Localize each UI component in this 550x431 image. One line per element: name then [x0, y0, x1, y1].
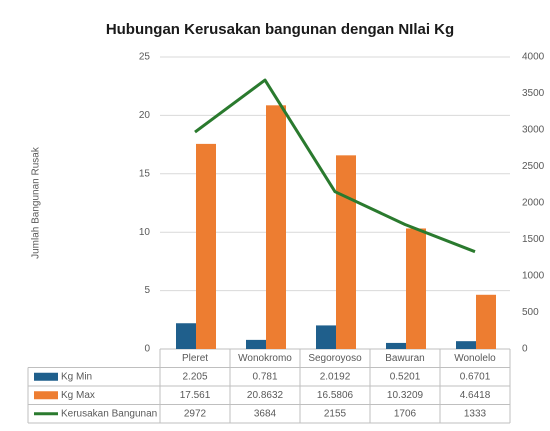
table-value: 2155: [324, 408, 347, 419]
table-value: 0.6701: [460, 371, 491, 382]
bar: [196, 143, 216, 349]
table-value: 2.205: [182, 371, 207, 382]
x-tick-label: Wonokromo: [238, 353, 292, 364]
table-value: 2.0192: [320, 371, 351, 382]
y-tick-label: 25: [139, 52, 151, 63]
table-value: 17.561: [180, 390, 211, 401]
bar: [336, 155, 356, 349]
table-value: 16.5806: [317, 390, 354, 401]
table-value: 2972: [184, 408, 207, 419]
bar: [316, 325, 336, 349]
y-tick-label: 10: [139, 227, 151, 238]
y2-tick-label: 1000: [522, 271, 545, 282]
chart-title: Hubungan Kerusakan bangunan dengan NIlai…: [106, 21, 454, 38]
table-value: 1706: [394, 408, 417, 419]
table-value: 1333: [464, 408, 487, 419]
bar: [406, 228, 426, 349]
table-value: 4.6418: [460, 390, 491, 401]
y-tick-label: 20: [139, 110, 151, 121]
y-axis-label: Jumlah Bangunan Rusak: [31, 146, 42, 259]
x-tick-label: Wonolelo: [454, 353, 496, 364]
y-tick-label: 15: [139, 168, 151, 179]
y2-tick-label: 3500: [522, 88, 545, 99]
table-value: 0.781: [252, 371, 277, 382]
table-value: 10.3209: [387, 390, 424, 401]
legend-label: Kerusakan Bangunan: [61, 408, 157, 419]
y2-tick-label: 2000: [522, 198, 545, 209]
y2-tick-label: 500: [522, 307, 539, 318]
bar: [386, 342, 406, 349]
y2-tick-label: 2500: [522, 161, 545, 172]
y-tick-label: 0: [144, 344, 150, 355]
bar: [476, 294, 496, 349]
table-value: 20.8632: [247, 390, 284, 401]
y2-tick-label: 1500: [522, 234, 545, 245]
x-tick-label: Bawuran: [385, 353, 424, 364]
bar: [456, 341, 476, 349]
table-value: 0.5201: [390, 371, 421, 382]
legend-label: Kg Max: [61, 390, 95, 401]
legend-key: [34, 372, 58, 381]
bar: [176, 323, 196, 349]
bar: [266, 105, 286, 349]
x-tick-label: Pleret: [182, 353, 208, 364]
y2-tick-label: 4000: [522, 52, 545, 63]
x-tick-label: Segoroyoso: [308, 353, 362, 364]
legend-key: [34, 391, 58, 400]
y2-tick-label: 0: [522, 344, 528, 355]
table-value: 3684: [254, 408, 277, 419]
legend-label: Kg Min: [61, 371, 92, 382]
bar: [246, 339, 266, 349]
y2-tick-label: 3000: [522, 125, 545, 136]
line: [194, 78, 476, 254]
y-tick-label: 5: [144, 285, 150, 296]
